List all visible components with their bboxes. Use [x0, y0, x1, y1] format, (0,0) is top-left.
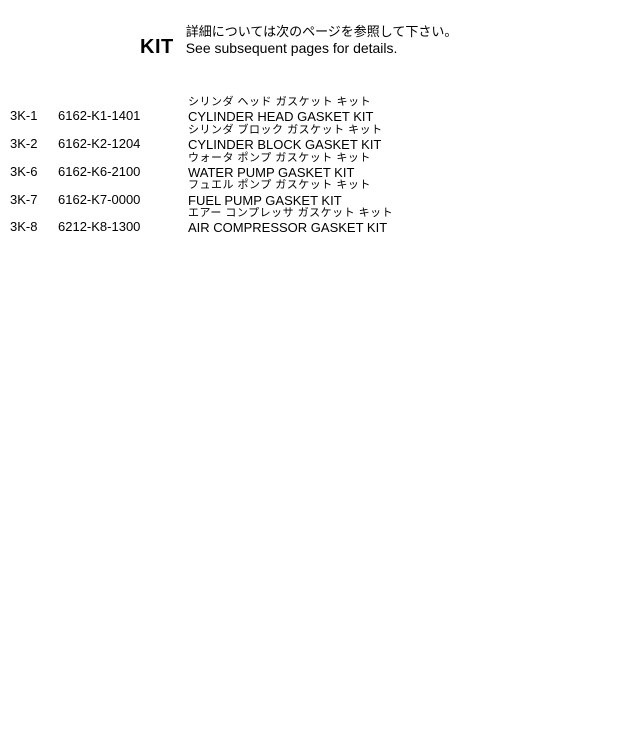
description-jp: エアー コンプレッサ ガスケット キット — [188, 207, 393, 220]
description-en: FUEL PUMP GASKET KIT — [188, 193, 371, 209]
header: KIT 詳細については次のページを参照して下さい。 See subsequent… — [140, 24, 617, 58]
ref-cell: 3K-7 — [10, 192, 58, 209]
parts-table: 3K-1 6162-K1-1401 シリンダ ヘッド ガスケット キット CYL… — [10, 96, 617, 236]
kit-label: KIT — [140, 24, 174, 58]
description-jp: フュエル ポンプ ガスケット キット — [188, 179, 371, 192]
description-cell: シリンダ ブロック ガスケット キット CYLINDER BLOCK GASKE… — [188, 124, 383, 153]
description-en: AIR COMPRESSOR GASKET KIT — [188, 220, 393, 236]
page: KIT 詳細については次のページを参照して下さい。 See subsequent… — [0, 0, 617, 738]
description-jp: シリンダ ヘッド ガスケット キット — [188, 96, 373, 109]
description-en: WATER PUMP GASKET KIT — [188, 165, 371, 181]
ref-cell: 3K-8 — [10, 219, 58, 236]
table-row: 3K-8 6212-K8-1300 エアー コンプレッサ ガスケット キット A… — [10, 207, 617, 236]
description-cell: フュエル ポンプ ガスケット キット FUEL PUMP GASKET KIT — [188, 179, 371, 208]
header-text-block: 詳細については次のページを参照して下さい。 See subsequent pag… — [186, 24, 458, 56]
part-number-cell: 6212-K8-1300 — [58, 219, 188, 236]
part-number-cell: 6162-K7-0000 — [58, 192, 188, 209]
description-cell: エアー コンプレッサ ガスケット キット AIR COMPRESSOR GASK… — [188, 207, 393, 236]
part-number-cell: 6162-K6-2100 — [58, 164, 188, 181]
header-note-en: See subsequent pages for details. — [186, 40, 458, 57]
description-jp: ウォータ ポンプ ガスケット キット — [188, 152, 371, 165]
ref-cell: 3K-1 — [10, 108, 58, 125]
description-cell: ウォータ ポンプ ガスケット キット WATER PUMP GASKET KIT — [188, 152, 371, 181]
ref-cell: 3K-6 — [10, 164, 58, 181]
part-number-cell: 6162-K1-1401 — [58, 108, 188, 125]
part-number-cell: 6162-K2-1204 — [58, 136, 188, 153]
description-en: CYLINDER HEAD GASKET KIT — [188, 109, 373, 125]
table-row: 3K-2 6162-K2-1204 シリンダ ブロック ガスケット キット CY… — [10, 124, 617, 153]
table-row: 3K-7 6162-K7-0000 フュエル ポンプ ガスケット キット FUE… — [10, 179, 617, 208]
header-note-jp: 詳細については次のページを参照して下さい。 — [186, 24, 458, 40]
description-cell: シリンダ ヘッド ガスケット キット CYLINDER HEAD GASKET … — [188, 96, 373, 125]
table-row: 3K-6 6162-K6-2100 ウォータ ポンプ ガスケット キット WAT… — [10, 152, 617, 181]
table-row: 3K-1 6162-K1-1401 シリンダ ヘッド ガスケット キット CYL… — [10, 96, 617, 125]
ref-cell: 3K-2 — [10, 136, 58, 153]
description-en: CYLINDER BLOCK GASKET KIT — [188, 137, 383, 153]
description-jp: シリンダ ブロック ガスケット キット — [188, 124, 383, 137]
